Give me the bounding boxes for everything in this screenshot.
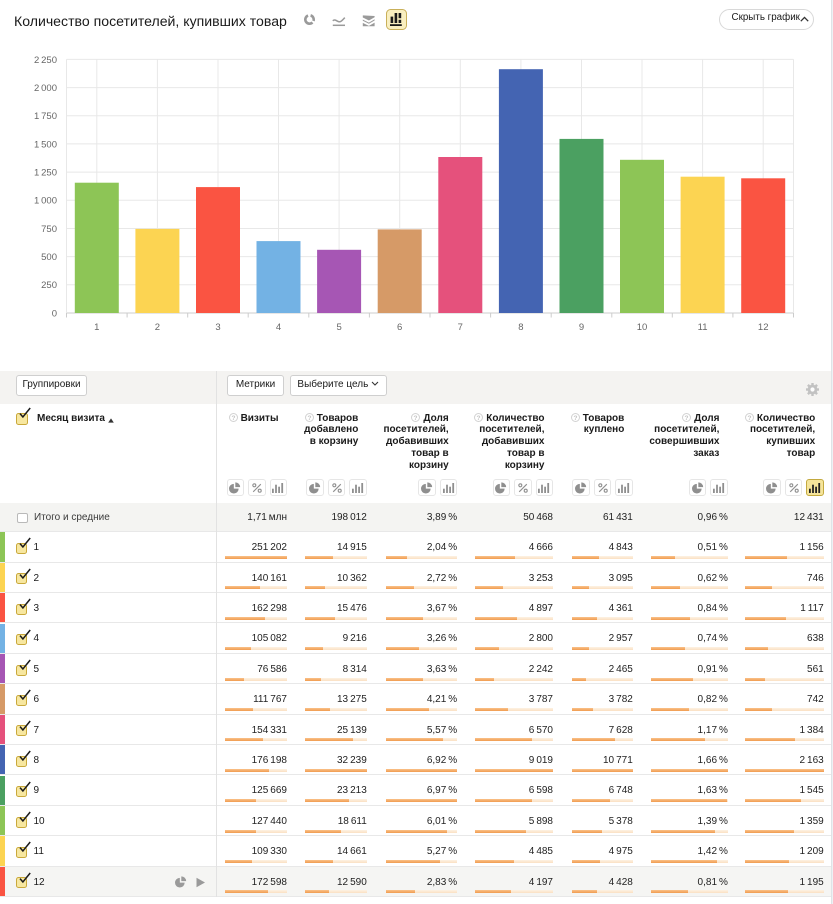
svg-text:2 000: 2 000 xyxy=(34,83,57,94)
svg-text:1: 1 xyxy=(94,322,99,333)
svg-text:9: 9 xyxy=(579,322,584,333)
svg-text:?: ? xyxy=(477,415,481,422)
svg-text:1 250: 1 250 xyxy=(34,168,57,179)
svg-text:1 750: 1 750 xyxy=(34,111,57,122)
svg-text:3: 3 xyxy=(215,322,220,333)
svg-text:250: 250 xyxy=(41,280,57,291)
svg-text:?: ? xyxy=(685,415,689,422)
svg-text:?: ? xyxy=(573,415,577,422)
svg-text:5: 5 xyxy=(336,322,341,333)
svg-text:750: 750 xyxy=(41,224,57,235)
svg-text:2 250: 2 250 xyxy=(34,55,57,66)
svg-text:7: 7 xyxy=(458,322,463,333)
svg-text:12: 12 xyxy=(758,322,769,333)
svg-text:?: ? xyxy=(414,415,418,422)
svg-text:0: 0 xyxy=(52,308,57,319)
svg-text:11: 11 xyxy=(698,322,708,333)
svg-text:8: 8 xyxy=(518,322,523,333)
svg-text:2: 2 xyxy=(155,322,160,333)
svg-text:?: ? xyxy=(747,415,751,422)
svg-text:6: 6 xyxy=(397,322,402,333)
svg-text:1 500: 1 500 xyxy=(34,139,57,150)
svg-text:?: ? xyxy=(231,415,235,422)
svg-text:1 000: 1 000 xyxy=(34,196,57,207)
svg-text:4: 4 xyxy=(276,322,281,333)
svg-text:10: 10 xyxy=(637,322,648,333)
svg-text:500: 500 xyxy=(41,252,57,263)
svg-text:?: ? xyxy=(307,415,311,422)
